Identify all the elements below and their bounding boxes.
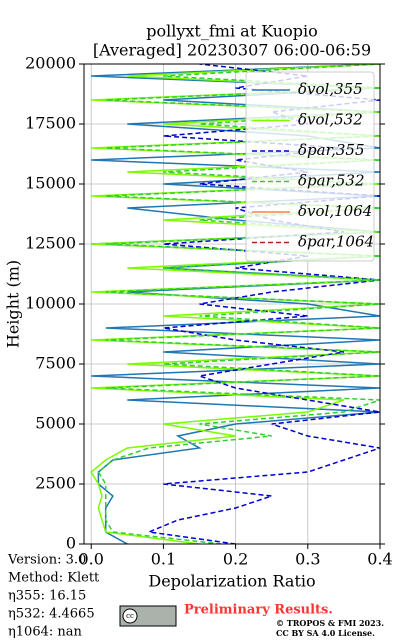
info-text: Version: 3.0 bbox=[7, 553, 86, 568]
y-tick-label: 20000 bbox=[25, 54, 76, 73]
info-text: Method: Klett bbox=[8, 571, 100, 586]
legend-label: δpar,1064 bbox=[298, 233, 374, 251]
x-axis-label: Depolarization Ratio bbox=[148, 572, 315, 591]
copyright-2: CC BY SA 4.0 License. bbox=[276, 628, 375, 638]
info-text: η1064: nan bbox=[8, 625, 83, 640]
y-tick-label: 17500 bbox=[25, 114, 76, 133]
legend-label: δvol,355 bbox=[298, 80, 363, 98]
info-text: η355: 16.15 bbox=[8, 589, 86, 604]
legend-label: δpar,532 bbox=[298, 172, 365, 190]
preliminary-1: Preliminary Results. bbox=[184, 603, 333, 618]
copyright-1: © TROPOS & FMI 2023. bbox=[276, 618, 384, 628]
info-text: η532: 4.4665 bbox=[8, 607, 95, 622]
cc-logo: cc bbox=[119, 605, 177, 627]
x-tick-label: 0.3 bbox=[295, 550, 320, 569]
y-tick-label: 12500 bbox=[25, 234, 76, 253]
y-tick-label: 5000 bbox=[35, 414, 76, 433]
y-tick-label: 10000 bbox=[25, 294, 76, 313]
x-tick-label: 0.2 bbox=[223, 550, 248, 569]
legend-label: δvol,1064 bbox=[298, 202, 372, 220]
y-axis-label: Height (m) bbox=[4, 260, 23, 348]
chart-title: pollyxt_fmi at Kuopio bbox=[146, 22, 317, 41]
x-tick-label: 0.1 bbox=[151, 550, 176, 569]
x-tick-label: 0.4 bbox=[367, 550, 392, 569]
plot-frame bbox=[83, 63, 381, 545]
y-tick-label: 15000 bbox=[25, 174, 76, 193]
svg-text:cc: cc bbox=[126, 612, 134, 620]
series-line bbox=[146, 64, 380, 544]
y-tick-label: 0 bbox=[66, 534, 76, 553]
x-tick-label: 0.0 bbox=[78, 550, 103, 569]
legend-label: δvol,532 bbox=[298, 111, 363, 129]
y-tick-label: 7500 bbox=[35, 354, 76, 373]
legend-label: δpar,355 bbox=[298, 141, 365, 159]
legend-box bbox=[245, 71, 375, 262]
chart-subtitle: [Averaged] 20230307 06:00-06:59 bbox=[93, 41, 371, 60]
y-tick-label: 2500 bbox=[35, 474, 76, 493]
series-line bbox=[97, 64, 380, 544]
